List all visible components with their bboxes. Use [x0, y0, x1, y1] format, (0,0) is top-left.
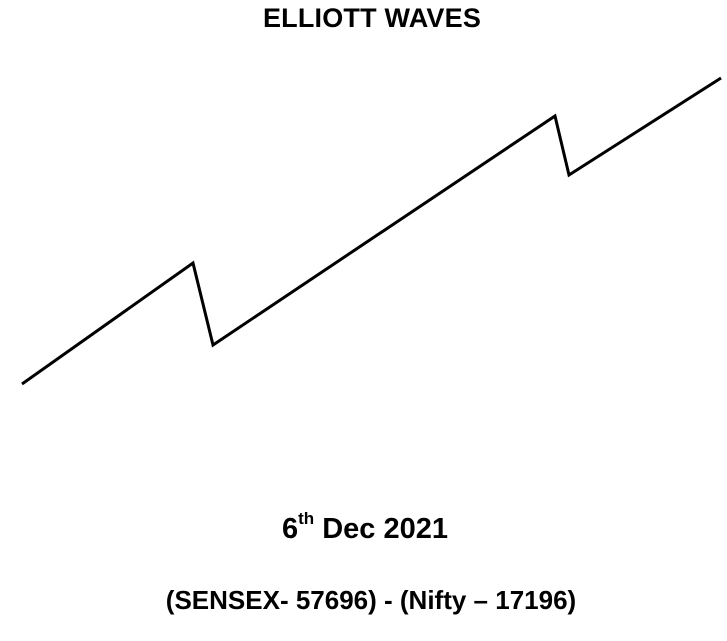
date-label: 6th Dec 2021: [0, 510, 727, 546]
diagram-title: ELLIOTT WAVES: [262, 3, 482, 33]
index-values: (SENSEX- 57696) - (Nifty – 17196): [165, 585, 577, 615]
date-rest: Dec 2021: [322, 513, 449, 545]
wave-line: [21, 76, 722, 386]
date-suffix: th: [298, 509, 315, 529]
date-day: 6: [281, 513, 299, 545]
